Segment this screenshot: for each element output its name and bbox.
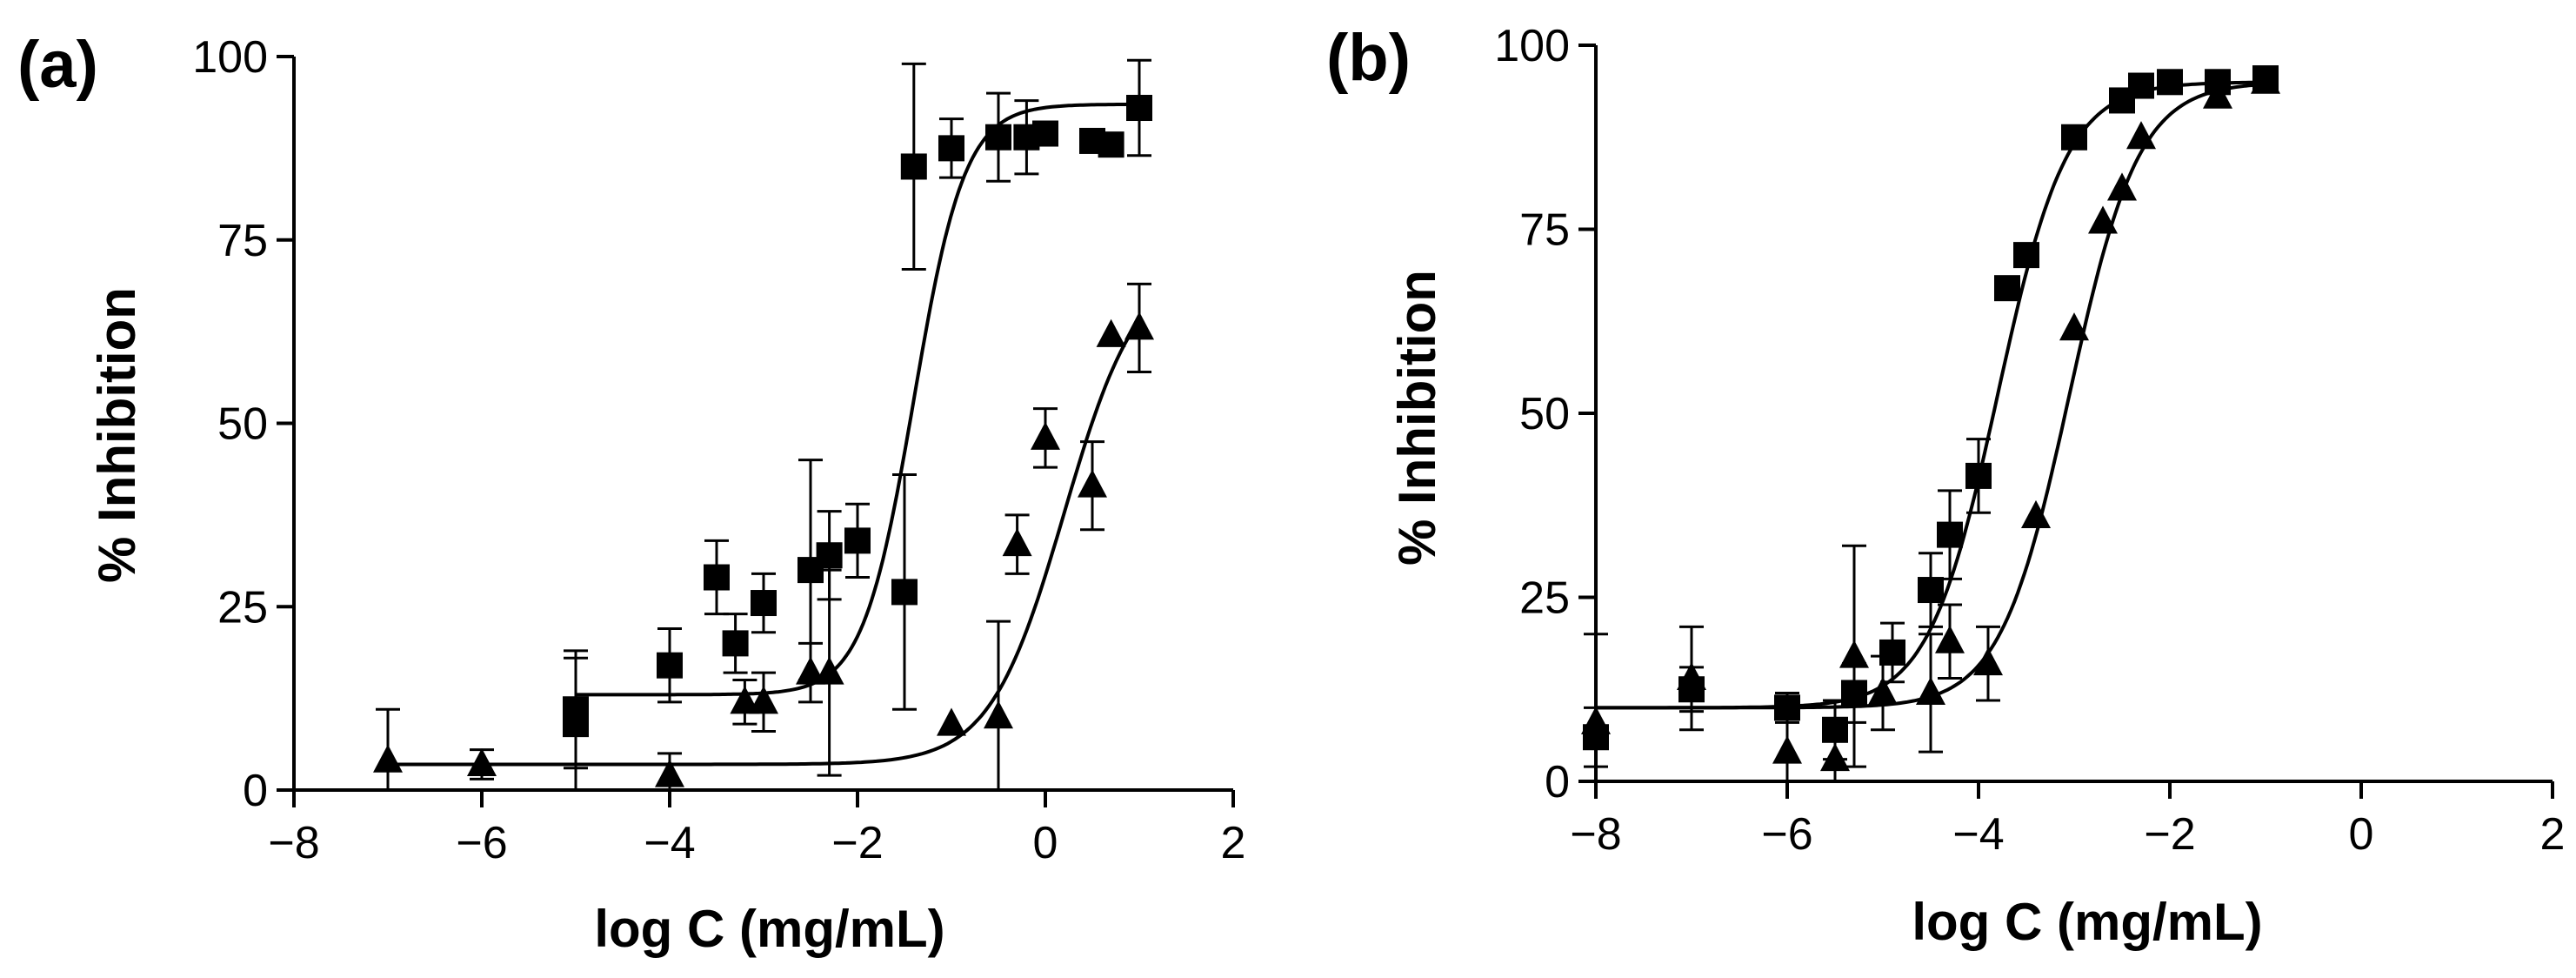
x-tick-label: 2 [2540,809,2566,860]
fit-curve [388,319,1141,767]
data-point-triangle [1772,735,1802,764]
data-point-square [891,579,918,606]
data-point-triangle [1096,318,1126,347]
data-point-square [816,542,843,569]
y-tick-label: 100 [192,32,268,83]
data-point-triangle [2126,121,2156,150]
data-point-square [657,652,683,679]
y-tick-label: 100 [1494,21,1570,71]
data-point-square [1965,462,1992,489]
data-point-square [563,711,589,738]
data-point-triangle [1677,661,1706,691]
data-point-triangle [1839,640,1869,668]
data-point-square [2157,69,2183,96]
data-point-square [751,590,777,617]
data-point-square [2013,242,2039,269]
data-point-triangle [730,686,760,714]
data-point-triangle [2059,312,2089,341]
data-point-square [722,630,749,657]
y-tick-label: 50 [1519,389,1570,439]
y-tick-label: 25 [217,582,268,633]
panel-a-xlabel: log C (mg/mL) [594,900,944,958]
x-tick-label: −4 [1952,809,2004,860]
data-point-square [985,124,1011,151]
data-point-square [2128,72,2154,99]
panel-b-xlabel: log C (mg/mL) [1912,893,2262,951]
data-point-square [1032,120,1058,147]
data-point-square [1918,577,1944,604]
data-point-triangle [655,759,684,787]
data-point-triangle [467,747,497,776]
data-point-triangle [796,656,825,685]
x-tick-label: −2 [2144,809,2195,860]
data-point-triangle [1002,527,1032,557]
data-point-triangle [2203,80,2232,109]
y-tick-label: 25 [1519,573,1570,624]
data-point-triangle [937,707,966,736]
data-point-square [1937,521,1963,548]
x-tick-label: −6 [456,818,507,868]
x-tick-label: −4 [644,818,695,868]
data-point-triangle [1078,469,1107,498]
panel-b-ylabel: % Inhibition [1388,270,1446,566]
x-tick-label: 2 [1221,818,1246,868]
x-tick-label: −2 [831,818,883,868]
data-point-triangle [2021,499,2051,528]
x-tick-label: 0 [1033,818,1058,868]
data-point-triangle [2251,65,2280,94]
data-point-square [844,527,871,554]
panel-a: (a) % Inhibition log C (mg/mL) 0 25 50 75 10… [17,28,1245,958]
data-point-square [2061,124,2087,151]
data-point-square [1126,95,1152,122]
data-point-triangle [1124,311,1154,340]
data-point-triangle [1916,676,1945,705]
data-point-triangle [2088,205,2118,234]
x-tick-label: 0 [2349,809,2374,860]
data-point-triangle [2107,172,2137,201]
y-tick-label: 50 [217,399,268,450]
panel-a-label: (a) [17,28,98,102]
panel-b-label: (b) [1326,21,1411,95]
data-point-triangle [1868,676,1898,705]
data-point-square [1994,275,2020,302]
panel-a-ylabel: % Inhibition [88,287,146,583]
fit-curve [576,102,1139,697]
data-point-triangle [373,744,403,773]
data-point-square [938,135,964,162]
data-point-square [900,153,927,180]
y-tick-label: 75 [1519,205,1570,256]
x-tick-label: −8 [268,818,319,868]
y-tick-label: 0 [1545,757,1570,807]
y-tick-label: 0 [243,766,268,816]
data-point-triangle [1031,421,1060,450]
data-point-triangle [749,686,778,714]
x-tick-label: −6 [1761,809,1812,860]
data-point-triangle [814,656,844,685]
data-point-triangle [984,700,1013,729]
panel-b: (b) % Inhibition log C (mg/mL) 0 25 50 75 10… [1326,21,2565,951]
x-tick-label: −8 [1570,809,1621,860]
data-point-triangle [1581,706,1611,734]
data-point-square [1098,131,1124,158]
data-point-square [704,564,730,591]
data-point-triangle [1820,743,1850,772]
data-point-triangle [1973,647,2003,676]
data-point-triangle [1935,625,1965,653]
y-tick-label: 75 [217,216,268,266]
